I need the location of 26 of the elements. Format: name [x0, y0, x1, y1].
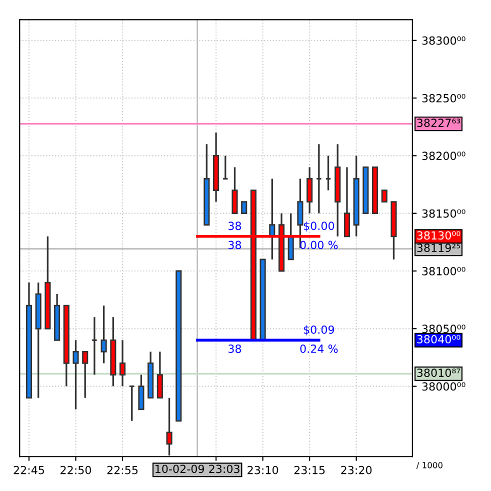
ref-line-label: 38010⁸⁷	[417, 368, 460, 377]
y-tick-label: 38050⁰⁰	[422, 324, 466, 334]
annotation: 0.24 %	[300, 344, 338, 353]
x-tick-label: 23:10	[248, 466, 278, 474]
text: / 1000	[416, 462, 442, 469]
y-tick-label: 38150⁰⁰	[422, 209, 466, 218]
x-tick-label: 22:55	[107, 466, 138, 474]
annotation: 38	[228, 222, 242, 230]
ref-line-label: 38227⁶³	[417, 118, 460, 128]
x-tick-label: 23:15	[294, 466, 325, 474]
y-tick-label: 38100⁰⁰	[422, 266, 466, 276]
y-tick-label: 38000⁰⁰	[422, 382, 466, 391]
annotation: $0.00	[304, 221, 334, 232]
y-tick-label: 38200⁰⁰	[422, 152, 466, 160]
annotation: $0.09	[304, 325, 334, 336]
x-tick-label: 23:20	[341, 466, 372, 474]
ref-line-label: 10-02-09 23:03	[156, 464, 240, 474]
annotation: 38	[228, 344, 242, 353]
y-tick-label: 38250⁰⁰	[422, 94, 466, 102]
text: 38130⁰⁰	[417, 231, 460, 240]
text: 38040⁰⁰	[417, 334, 460, 344]
x-tick-label: 22:45	[14, 466, 44, 474]
annotation: 38	[228, 240, 242, 250]
ref-line-label: 38119²⁵	[417, 244, 460, 252]
y-tick-label: 38300⁰⁰	[422, 36, 466, 45]
x-tick-label: 22:50	[60, 466, 92, 474]
